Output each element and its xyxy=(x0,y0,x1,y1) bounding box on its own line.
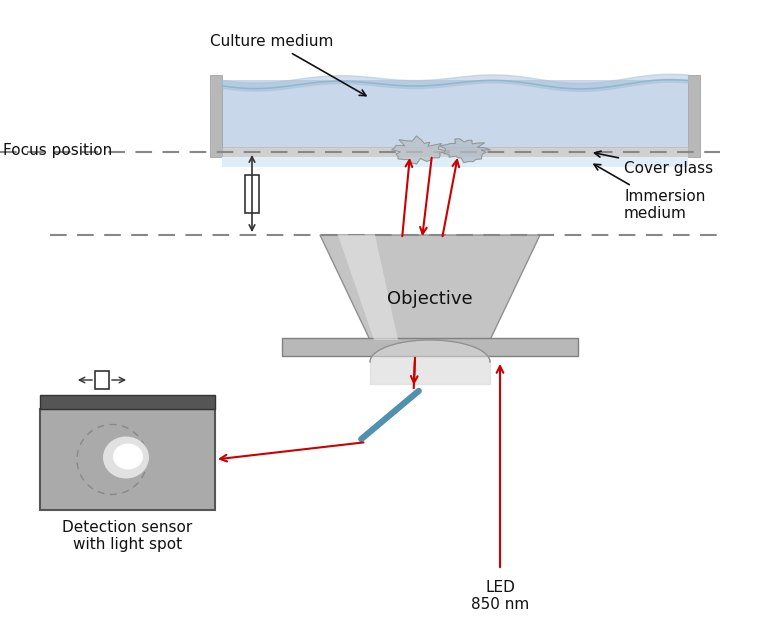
Text: Objective: Objective xyxy=(387,290,473,308)
Text: Culture medium: Culture medium xyxy=(210,34,366,96)
Text: Cover glass: Cover glass xyxy=(594,151,713,176)
Bar xyxy=(40,409,215,510)
Text: Detection sensor
with light spot: Detection sensor with light spot xyxy=(62,520,193,553)
Ellipse shape xyxy=(113,444,143,470)
Bar xyxy=(222,80,688,147)
Bar xyxy=(210,75,222,157)
Bar xyxy=(95,371,109,389)
Text: Focus position: Focus position xyxy=(3,143,112,158)
Polygon shape xyxy=(338,235,398,340)
Bar xyxy=(688,75,700,157)
Ellipse shape xyxy=(103,437,149,478)
Bar xyxy=(222,157,688,167)
Text: Immersion
medium: Immersion medium xyxy=(594,164,705,221)
Polygon shape xyxy=(440,139,491,163)
Bar xyxy=(40,395,215,409)
Bar xyxy=(282,338,578,356)
Text: LED
850 nm: LED 850 nm xyxy=(471,580,529,612)
Bar xyxy=(222,147,688,157)
Bar xyxy=(245,174,259,212)
Polygon shape xyxy=(392,136,449,164)
Polygon shape xyxy=(320,235,540,340)
